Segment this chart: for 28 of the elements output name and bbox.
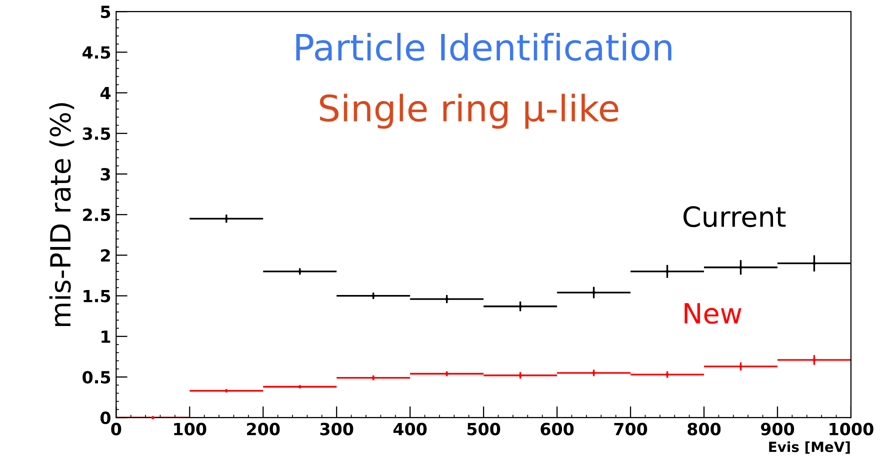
x-tick-label: 1000 [830,422,874,436]
x-tick-label: 200 [247,422,280,436]
y-tick-label: 4 [100,86,111,100]
y-tick-label: 3 [100,168,110,181]
y-tick-label: 0 [100,412,110,424]
y-tick-label: 5 [100,6,110,18]
x-tick-label: 700 [614,422,648,436]
y-axis-title: mis-PID rate (%) [49,103,74,326]
x-tick-label: 400 [393,422,427,436]
y-tick-label: 4.5 [82,46,110,59]
y-tick-label: 3.5 [82,127,110,140]
y-tick-label: 0.5 [82,370,110,384]
x-axis-title: Evis [MeV] [769,441,850,454]
y-tick-label: 1 [102,330,110,343]
annotation: Particle Identification [296,32,672,61]
x-tick-label: 0 [111,422,122,436]
x-tick-label: 900 [760,422,794,436]
series-label: New [684,303,742,324]
x-tick-label: 100 [174,422,206,436]
y-tick-label: 2 [101,249,110,262]
x-tick-label: 500 [467,422,500,436]
x-tick-label: 600 [540,422,574,436]
x-tick-label: 300 [320,422,354,436]
annotation: Single ring μ-like [320,94,618,129]
y-tick-label: 1.5 [84,290,110,302]
x-tick-label: 800 [688,422,721,436]
y-tick-label: 2.5 [83,208,110,222]
series-label: Current [684,206,786,228]
